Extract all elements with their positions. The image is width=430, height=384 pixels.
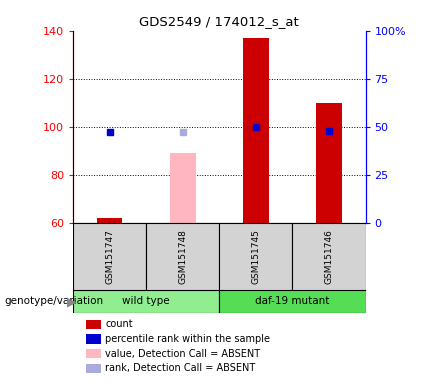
Bar bbox=[73, 223, 146, 290]
Text: wild type: wild type bbox=[123, 296, 170, 306]
Text: daf-19 mutant: daf-19 mutant bbox=[255, 296, 329, 306]
Bar bbox=[219, 290, 366, 313]
Text: genotype/variation: genotype/variation bbox=[4, 296, 104, 306]
Bar bbox=[97, 218, 123, 223]
Text: count: count bbox=[105, 319, 133, 329]
Bar bbox=[219, 223, 292, 290]
Text: GSM151746: GSM151746 bbox=[325, 229, 333, 284]
Text: ▶: ▶ bbox=[67, 295, 76, 308]
Bar bbox=[292, 223, 366, 290]
Bar bbox=[146, 223, 219, 290]
Text: GSM151747: GSM151747 bbox=[105, 229, 114, 284]
Text: GSM151748: GSM151748 bbox=[178, 229, 187, 284]
Title: GDS2549 / 174012_s_at: GDS2549 / 174012_s_at bbox=[139, 15, 299, 28]
Bar bbox=[316, 103, 342, 223]
Bar bbox=[243, 38, 269, 223]
Text: percentile rank within the sample: percentile rank within the sample bbox=[105, 334, 270, 344]
Text: rank, Detection Call = ABSENT: rank, Detection Call = ABSENT bbox=[105, 363, 255, 373]
Text: GSM151745: GSM151745 bbox=[252, 229, 260, 284]
Bar bbox=[73, 290, 219, 313]
Text: value, Detection Call = ABSENT: value, Detection Call = ABSENT bbox=[105, 349, 261, 359]
Bar bbox=[170, 153, 196, 223]
